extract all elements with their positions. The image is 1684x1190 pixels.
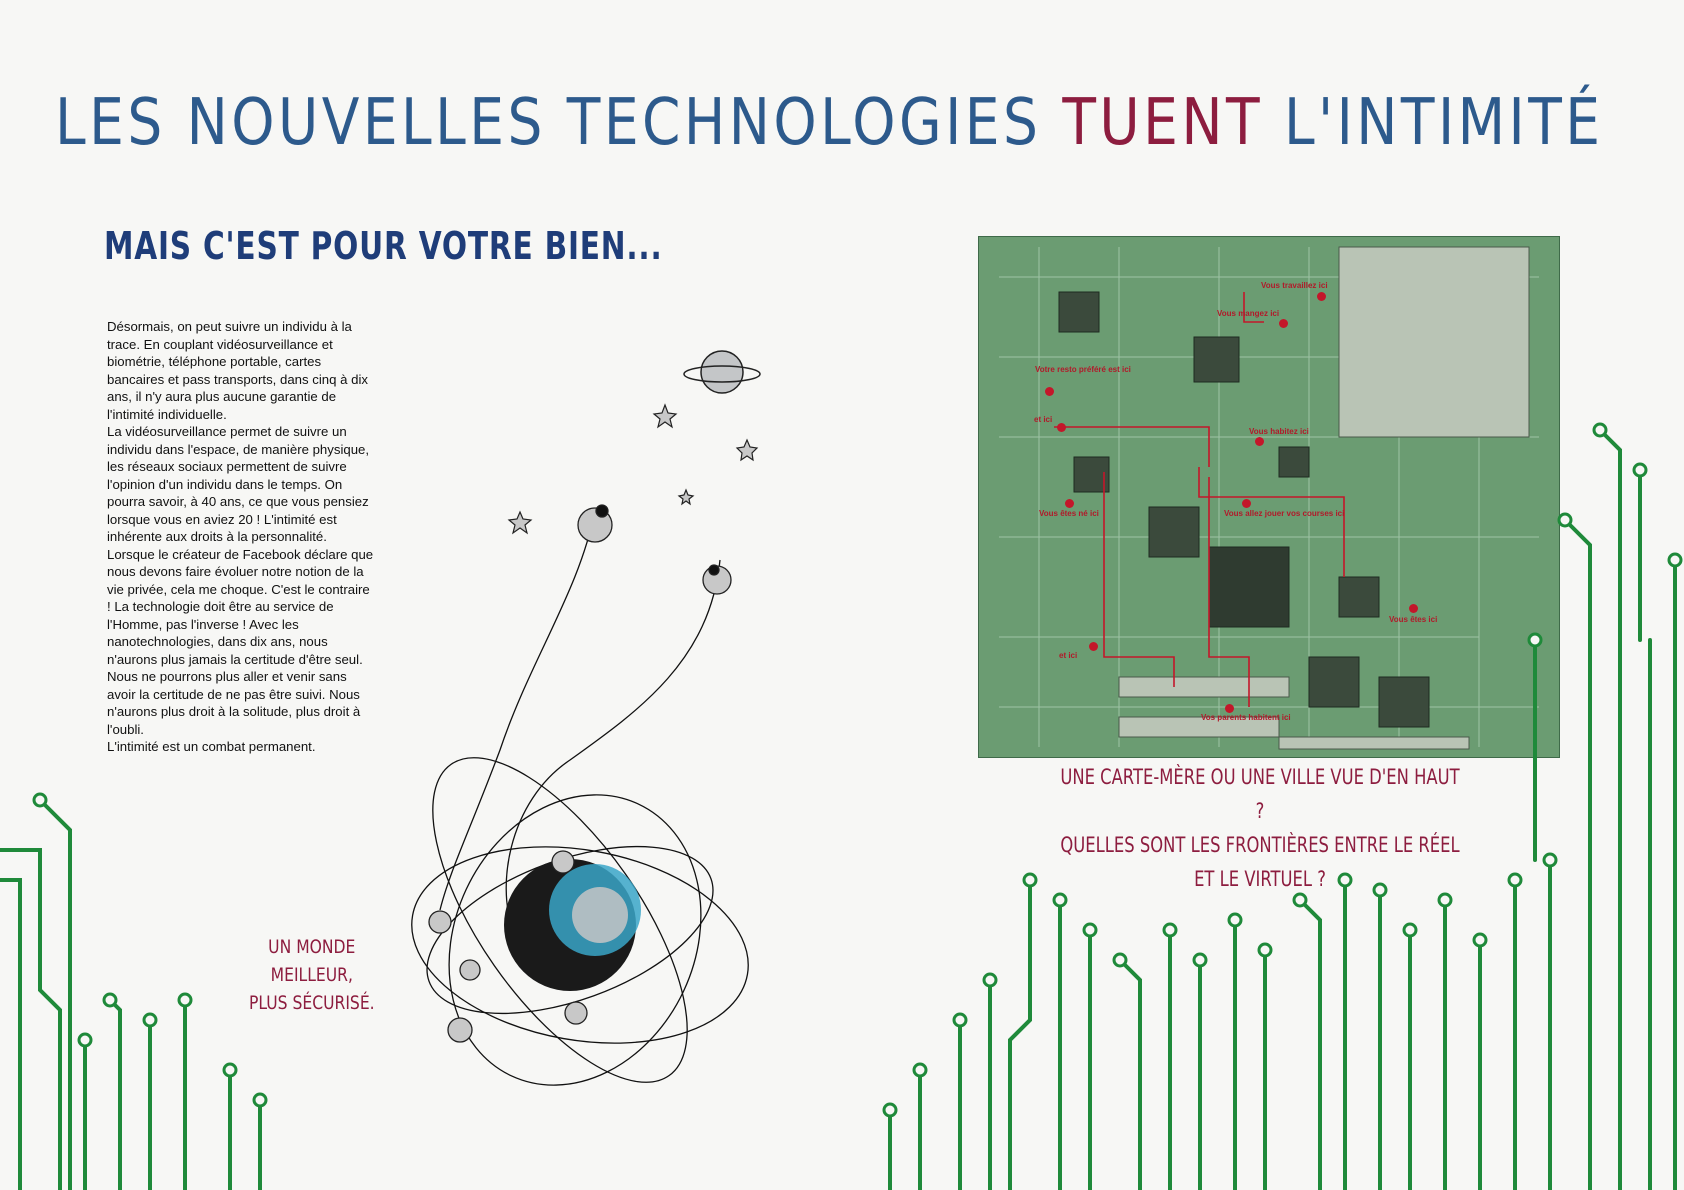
caption-line: UN MONDE MEILLEUR,	[268, 936, 356, 986]
paragraph: La vidéosurveillance permet de suivre un…	[107, 424, 370, 544]
title-part-2: TUENT	[1062, 86, 1264, 160]
board-label: Vous allez jouer vos courses ici	[1224, 509, 1345, 518]
planet-icon	[683, 350, 761, 394]
board-label: Vos parents habitent ici	[1201, 713, 1291, 722]
star-icon	[507, 403, 759, 535]
subtitle: MAIS C'EST POUR VOTRE BIEN...	[104, 224, 663, 268]
title-part-1: LES NOUVELLES TECHNOLOGIES	[55, 86, 1042, 160]
earth-surveillance-illustration	[411, 350, 761, 1086]
caption-right: UNE CARTE-MÈRE OU UNE VILLE VUE D'EN HAU…	[1057, 760, 1463, 896]
board-label: Vous travaillez ici	[1261, 281, 1328, 290]
caption-line: UNE CARTE-MÈRE OU UNE VILLE VUE D'EN HAU…	[1060, 765, 1460, 823]
motherboard-image: Vous travaillez ici Vous mangez ici Votr…	[978, 236, 1560, 758]
caption-line: PLUS SÉCURISÉ.	[248, 992, 375, 1014]
paragraph: Désormais, on peut suivre un individu à …	[107, 319, 368, 422]
board-label: Vous mangez ici	[1217, 309, 1280, 318]
board-label: et ici	[1034, 415, 1053, 424]
body-text: Désormais, on peut suivre un individu à …	[107, 318, 377, 756]
caption-left: UN MONDE MEILLEUR, PLUS SÉCURISÉ.	[238, 933, 386, 1017]
title-part-3: L'INTIMITÉ	[1283, 86, 1604, 160]
page-title: LES NOUVELLES TECHNOLOGIES TUENT L'INTIM…	[55, 78, 1600, 168]
board-label: et ici	[1059, 651, 1078, 660]
board-label: Vous êtes né ici	[1039, 509, 1099, 518]
paragraph: Lorsque le créateur de Facebook déclare …	[107, 546, 374, 737]
board-label: Vous êtes ici	[1389, 615, 1438, 624]
board-label: Votre resto préféré est ici	[1035, 365, 1131, 374]
paragraph: L'intimité est un combat permanent.	[107, 739, 316, 754]
board-label: Vous habitez ici	[1249, 427, 1309, 436]
eyeball-icon	[428, 504, 732, 1043]
caption-line: QUELLES SONT LES FRONTIÈRES ENTRE LE RÉE…	[1060, 833, 1460, 891]
